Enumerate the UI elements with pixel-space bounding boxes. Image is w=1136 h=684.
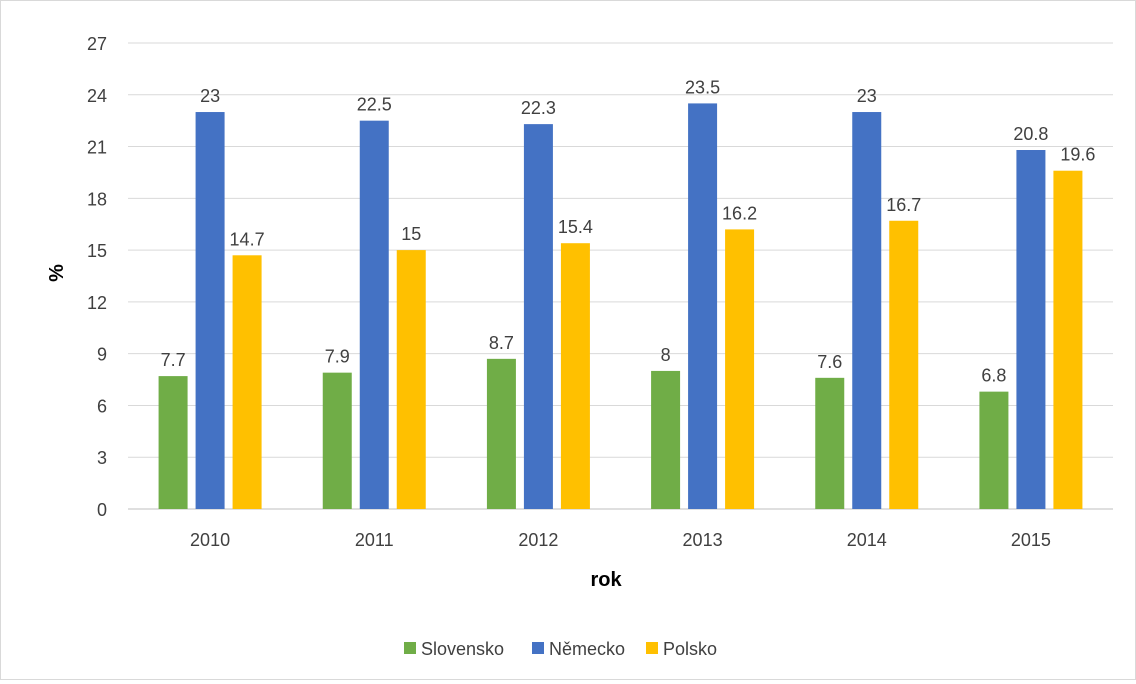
bar-slovensko-2011 <box>322 372 352 509</box>
legend-label: Slovensko <box>421 639 504 659</box>
data-label: 6.8 <box>981 366 1006 386</box>
bar-polsko-2010 <box>232 255 262 509</box>
data-label: 16.7 <box>886 195 921 215</box>
x-tick-label: 2014 <box>847 530 887 550</box>
bar-německo-2012 <box>523 124 553 509</box>
bar-německo-2015 <box>1016 150 1046 510</box>
bar-polsko-2011 <box>396 250 426 509</box>
data-label: 15.4 <box>558 217 593 237</box>
data-label: 23.5 <box>685 77 720 97</box>
y-tick-labels: 0 3 6 9 12 15 18 21 24 27 <box>87 34 107 520</box>
data-label: 23 <box>857 86 877 106</box>
bar-německo-2010 <box>195 112 225 509</box>
data-label: 19.6 <box>1060 145 1095 165</box>
bars <box>158 103 1083 510</box>
data-label: 16.2 <box>722 203 757 223</box>
legend-swatch <box>646 642 658 654</box>
bar-slovensko-2014 <box>815 377 845 509</box>
y-tick-label: 6 <box>97 396 107 416</box>
bar-německo-2011 <box>359 120 389 510</box>
data-label: 22.5 <box>357 95 392 115</box>
bar-polsko-2015 <box>1053 170 1083 510</box>
data-label: 15 <box>401 224 421 244</box>
y-tick-label: 3 <box>97 448 107 468</box>
legend-label: Polsko <box>663 639 717 659</box>
data-labels: 7.7 23 14.7 7.9 22.5 15 8.7 22.3 15.4 8 23.5 16.2 7.… <box>161 77 1096 385</box>
bar-polsko-2013 <box>725 229 755 509</box>
legend-swatch <box>532 642 544 654</box>
x-tick-label: 2011 <box>355 530 394 550</box>
x-tick-labels: 2010 2011 2012 2013 2014 2015 <box>190 530 1051 550</box>
y-tick-label: 18 <box>87 189 107 209</box>
data-label: 20.8 <box>1013 124 1048 144</box>
x-tick-label: 2013 <box>683 530 723 550</box>
x-tick-label: 2012 <box>518 530 558 550</box>
x-tick-label: 2015 <box>1011 530 1051 550</box>
y-tick-label: 24 <box>87 86 107 106</box>
data-label: 23 <box>200 86 220 106</box>
y-tick-label: 27 <box>87 34 107 54</box>
bar-německo-2014 <box>852 112 882 509</box>
y-tick-label: 9 <box>97 345 107 365</box>
data-label: 14.7 <box>230 229 265 249</box>
data-label: 8 <box>661 345 671 365</box>
y-tick-label: 12 <box>87 293 107 313</box>
bar-slovensko-2013 <box>651 370 681 509</box>
data-label: 7.7 <box>161 350 186 370</box>
y-axis-label: % <box>46 264 68 282</box>
x-axis-label: rok <box>590 569 622 591</box>
gridlines <box>128 42 1113 510</box>
y-tick-label: 21 <box>87 138 107 158</box>
legend-label: Německo <box>549 639 625 659</box>
data-label: 7.9 <box>325 347 350 367</box>
bar-polsko-2012 <box>560 243 590 510</box>
data-label: 22.3 <box>521 98 556 118</box>
bar-slovensko-2015 <box>979 391 1009 509</box>
legend-swatch <box>404 642 416 654</box>
bar-slovensko-2010 <box>158 376 188 509</box>
bar-polsko-2014 <box>889 220 919 509</box>
bar-německo-2013 <box>688 103 718 509</box>
x-tick-label: 2010 <box>190 530 230 550</box>
data-label: 7.6 <box>817 352 842 372</box>
y-tick-label: 0 <box>97 500 107 520</box>
data-label: 8.7 <box>489 333 514 353</box>
legend: Slovensko Německo Polsko <box>404 639 717 659</box>
bar-slovensko-2012 <box>486 358 516 509</box>
y-tick-label: 15 <box>87 241 107 261</box>
